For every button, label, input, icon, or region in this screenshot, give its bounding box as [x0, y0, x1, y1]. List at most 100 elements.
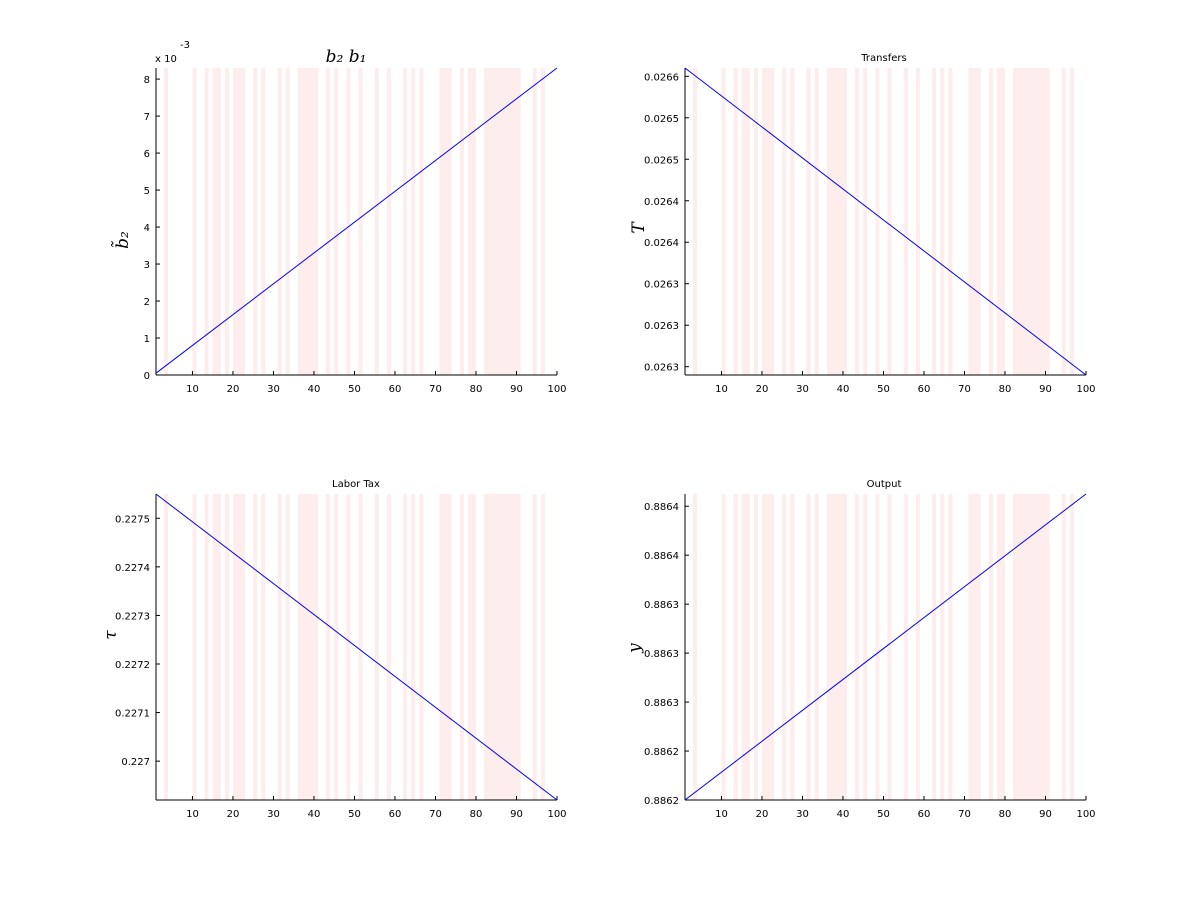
shading-band: [277, 68, 282, 375]
y-axis-label: y: [625, 643, 645, 654]
shading-band: [484, 494, 521, 800]
shading-band: [233, 494, 246, 800]
y-tick-label: 0.0266: [644, 72, 679, 83]
x-tick-label: 100: [1076, 809, 1095, 820]
shading-band: [932, 68, 937, 375]
shading-band: [806, 68, 811, 375]
shading-band: [346, 494, 351, 800]
subplot-title: Transfers: [860, 53, 906, 64]
y-axis-label: b̃₂: [111, 231, 133, 249]
shading-band: [855, 68, 860, 375]
shading-band: [204, 494, 209, 800]
y-tick-label: 0.0265: [644, 114, 679, 125]
x-tick-label: 10: [715, 809, 728, 820]
shading-band: [814, 494, 819, 800]
x-tick-label: 40: [837, 384, 850, 395]
x-tick-label: 70: [958, 809, 971, 820]
y-axis-exponent-power: -3: [180, 40, 190, 51]
x-tick-label: 70: [958, 384, 971, 395]
shading-band: [374, 68, 379, 375]
x-tick-label: 90: [510, 384, 523, 395]
shading-band: [467, 494, 476, 800]
shading-band: [968, 68, 981, 375]
shading-band: [459, 494, 464, 800]
x-tick-label: 90: [1039, 384, 1052, 395]
x-tick-label: 100: [547, 384, 566, 395]
x-tick-label: 50: [877, 384, 890, 395]
shading-band: [790, 494, 795, 800]
subplot-title: Labor Tax: [332, 479, 380, 490]
shading-band: [484, 68, 521, 375]
y-tick-label: 0.8863: [644, 649, 679, 660]
x-tick-label: 30: [796, 809, 809, 820]
shading-band: [233, 68, 246, 375]
shading-band: [224, 494, 229, 800]
x-tick-label: 10: [186, 809, 199, 820]
shading-band: [940, 494, 945, 800]
shading-band: [875, 68, 880, 375]
shading-band: [532, 68, 537, 375]
y-axis-exponent: x 10: [155, 54, 177, 65]
shading-band: [932, 494, 937, 800]
x-tick-label: 10: [715, 384, 728, 395]
shading-band: [915, 68, 920, 375]
shading-band: [439, 494, 452, 800]
x-tick-label: 80: [470, 809, 483, 820]
y-tick-label: 0.2273: [115, 611, 150, 622]
x-tick-label: 60: [918, 809, 931, 820]
shading-band: [996, 494, 1005, 800]
x-tick-label: 40: [837, 809, 850, 820]
shading-band: [875, 494, 880, 800]
x-tick-label: 50: [877, 809, 890, 820]
shading-band: [459, 68, 464, 375]
shading-band: [532, 494, 537, 800]
y-tick-label: 0.8862: [644, 747, 679, 758]
shading-band: [346, 68, 351, 375]
shading-band: [948, 68, 953, 375]
y-tick-label: 0.0263: [644, 363, 679, 374]
shading-band: [968, 494, 981, 800]
x-tick-label: 80: [470, 384, 483, 395]
shading-band: [1061, 68, 1066, 375]
shading-band: [903, 494, 908, 800]
subplot-output: Output y 10 20 30 40 50 60 70 80 90 100 0.8862 0.88…: [625, 479, 1096, 820]
y-tick-label: 0.0263: [644, 280, 679, 291]
shading-band: [782, 494, 787, 800]
y-axis-label: τ: [101, 630, 121, 640]
y-tick-label: 5: [144, 186, 150, 197]
series-line: [684, 67, 1087, 376]
shading-band: [540, 68, 545, 375]
shading-band: [753, 68, 758, 375]
shading-band: [693, 68, 698, 375]
shading-band: [915, 494, 920, 800]
shading-band: [762, 68, 775, 375]
shading-band: [212, 68, 221, 375]
shading-band: [439, 68, 452, 375]
x-tick-label: 100: [547, 809, 566, 820]
x-tick-label: 60: [918, 384, 931, 395]
x-tick-label: 70: [429, 384, 442, 395]
shading-band: [721, 68, 726, 375]
shading-band: [261, 494, 266, 800]
x-tick-label: 70: [429, 809, 442, 820]
shading-band: [693, 494, 698, 800]
shading-band: [204, 68, 209, 375]
shading-band: [733, 494, 738, 800]
x-tick-label: 80: [999, 809, 1012, 820]
shading-band: [285, 494, 290, 800]
shading-band: [782, 68, 787, 375]
shading-band: [467, 68, 476, 375]
shading-band: [419, 68, 424, 375]
subplot-bond-ratio: b₂ b₁ b̃₂ x 10 -3 10 20 30 40 50 60 70 80 90 100 0…: [111, 40, 566, 395]
shading-band: [826, 68, 848, 375]
y-tick-label: 0.0263: [644, 321, 679, 332]
y-tick-label: 8: [144, 75, 150, 86]
x-tick-label: 50: [348, 384, 361, 395]
x-tick-label: 20: [756, 809, 769, 820]
shading-band: [948, 494, 953, 800]
x-tick-label: 20: [227, 809, 240, 820]
shading-band: [721, 494, 726, 800]
x-tick-label: 40: [308, 384, 321, 395]
subplot-title: Output: [867, 479, 902, 490]
y-tick-label: 0.8864: [644, 502, 679, 513]
